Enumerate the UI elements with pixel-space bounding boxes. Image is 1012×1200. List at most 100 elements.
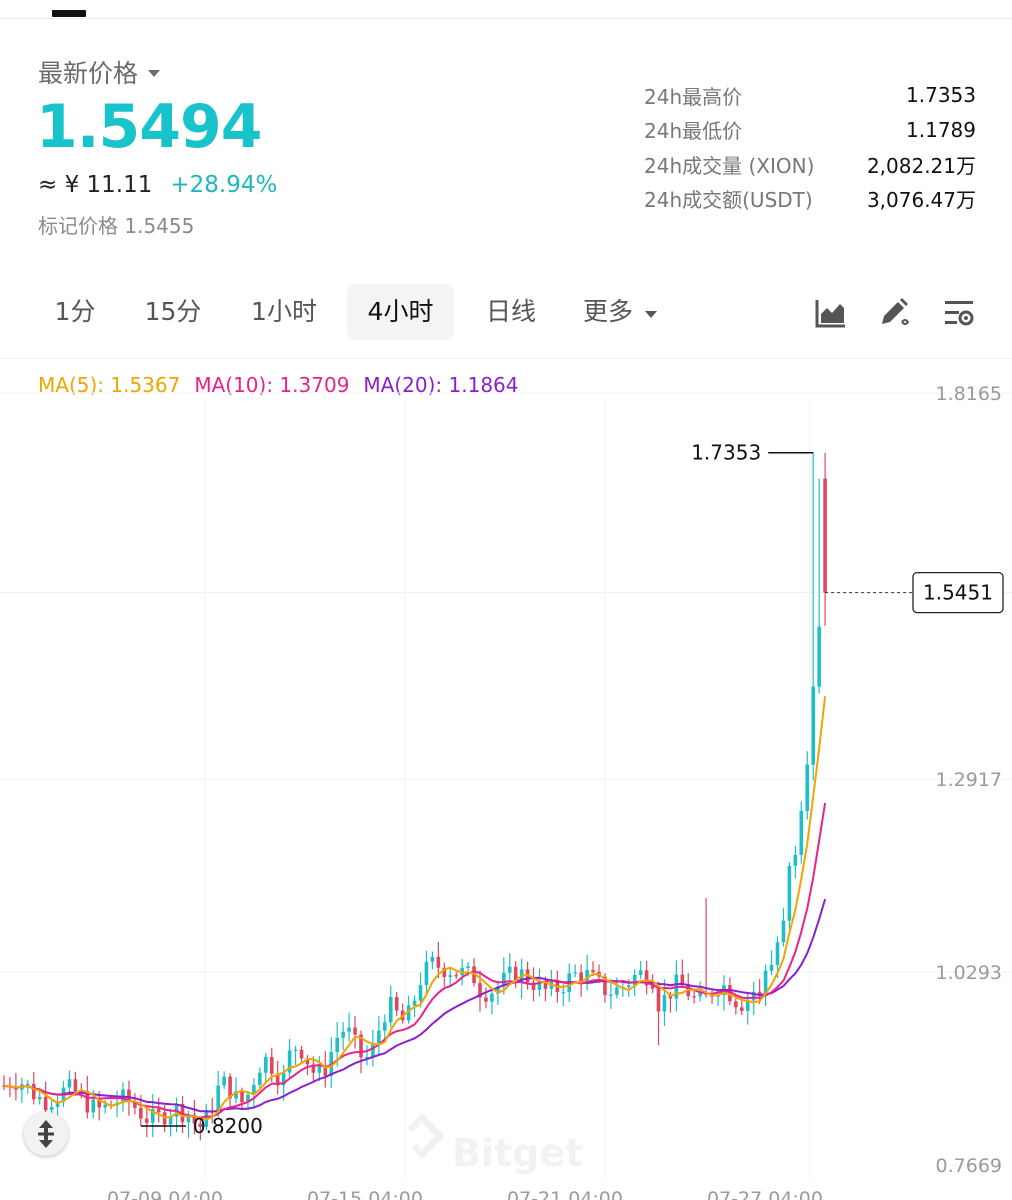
candle-body [561,992,566,994]
candle-body [210,1110,215,1112]
current-price-tag-box [912,571,1004,614]
candle-body [97,1099,101,1108]
candle-body [383,1022,387,1031]
candle-body [150,1109,155,1123]
candle-body [168,1116,173,1125]
candle-body [73,1079,78,1091]
candle-body [371,1043,375,1057]
candle-body [757,991,762,996]
stat-row-high: 24h最高价 1.7353 [644,78,976,113]
candle-body [365,1056,369,1059]
stat-value: 3,076.47万 [866,188,976,213]
candle-body [745,1000,750,1011]
candle-body [258,1072,262,1085]
candle-body [466,966,470,968]
tab-4hour[interactable]: 4小时 [347,284,454,340]
candle-body [317,1066,322,1073]
stat-value: 1.1789 [906,117,976,142]
tab-label: 更多 [583,297,634,326]
candle-body [31,1083,36,1100]
latest-price-toggle[interactable]: 最新价格 [38,54,161,90]
watermark-logo: Bitget [407,1113,583,1175]
candle-body [145,1118,149,1123]
candle-body [91,1099,96,1113]
candle-body [424,961,429,986]
settings-sliders-icon[interactable] [942,296,976,330]
candle-body [37,1096,42,1100]
price-annotations: 1.7353 0.8200 1.5451 [140,441,1004,1138]
price-sub-line: ≈ ¥ 11.11 +28.94% [38,172,277,198]
x-tick-label: 07-21 04:00 [507,1188,623,1200]
candle-body [496,986,500,994]
candle-body [55,1101,60,1108]
tab-label: 1分 [54,297,96,326]
tab-label: 日线 [485,297,536,326]
caret-down-icon [644,310,657,318]
vertical-arrows-icon [38,1120,54,1148]
candle-body [490,993,494,1002]
y-axis-labels: 1.8165 1.2917 1.0293 0.7669 [936,383,1002,1177]
candle-body [287,1050,292,1073]
candle-body [775,942,780,965]
stat-value: 2,082.21万 [866,153,976,178]
area-chart-icon[interactable] [814,296,848,330]
chart-resize-handle[interactable] [24,1112,68,1156]
tab-1min[interactable]: 1分 [36,284,114,340]
ma20-line [3,898,827,1113]
tab-daily[interactable]: 日线 [470,284,552,340]
candle-body [650,985,655,989]
candle-body [264,1056,268,1073]
candle-body [377,1030,381,1044]
stat-row-low: 24h最低价 1.1789 [644,113,976,148]
x-tick-label: 07-15 04:00 [307,1188,423,1200]
candle-body [740,1007,744,1011]
candle-body [222,1076,226,1086]
tab-label: 1小时 [251,297,317,326]
candle-body [698,992,702,997]
candle-body [246,1094,250,1103]
candle-body [49,1107,54,1111]
tab-more[interactable]: 更多 [572,284,668,340]
candle-body [805,764,810,811]
candle-body [216,1085,220,1112]
svg-text:Bitget: Bitget [452,1131,583,1175]
candle-body [436,956,441,968]
draw-pen-icon[interactable] [878,296,912,330]
candle-body [103,1104,107,1108]
candle-body [269,1056,274,1074]
y-tick-label: 1.2917 [936,769,1002,791]
tab-15min[interactable]: 15分 [128,284,218,340]
candle-body [507,966,512,973]
candle-body [26,1083,30,1086]
tab-1hour[interactable]: 1小时 [232,284,336,340]
tabs-divider [0,358,1012,359]
candle-body [127,1089,131,1102]
change-percent: +28.94% [170,172,278,198]
candle-body [198,1123,203,1127]
candle-body [793,854,798,866]
candle-body [543,981,548,989]
tab-label: 15分 [144,297,202,326]
stat-row-volume: 24h成交量 (XION) 2,082.21万 [644,147,976,182]
candle-body [799,810,804,855]
low-price-label: 0.8200 [193,1114,263,1138]
candle-body [448,975,453,977]
candle-body [228,1076,232,1099]
top-indicator-mark [52,10,86,17]
candle-body [585,970,589,982]
candle-body [299,1049,304,1059]
tab-label: 4小时 [367,297,434,326]
stat-label: 24h成交量 (XION) [644,153,815,178]
candle-body [626,985,631,988]
candle-body [615,987,619,995]
candle-body [305,1058,310,1065]
candlestick-chart[interactable]: Bitget 1.8165 1.2917 1.0293 0.7669 07-09 04… [0,360,1012,1200]
candle-body [769,964,774,971]
candle-body [531,982,536,990]
ma5-line [3,696,827,1121]
candle-body [430,956,435,962]
candle-body [478,983,482,998]
candle-body [281,1072,286,1086]
x-tick-label: 07-27 04:00 [707,1188,823,1200]
candle-body [406,1005,411,1021]
